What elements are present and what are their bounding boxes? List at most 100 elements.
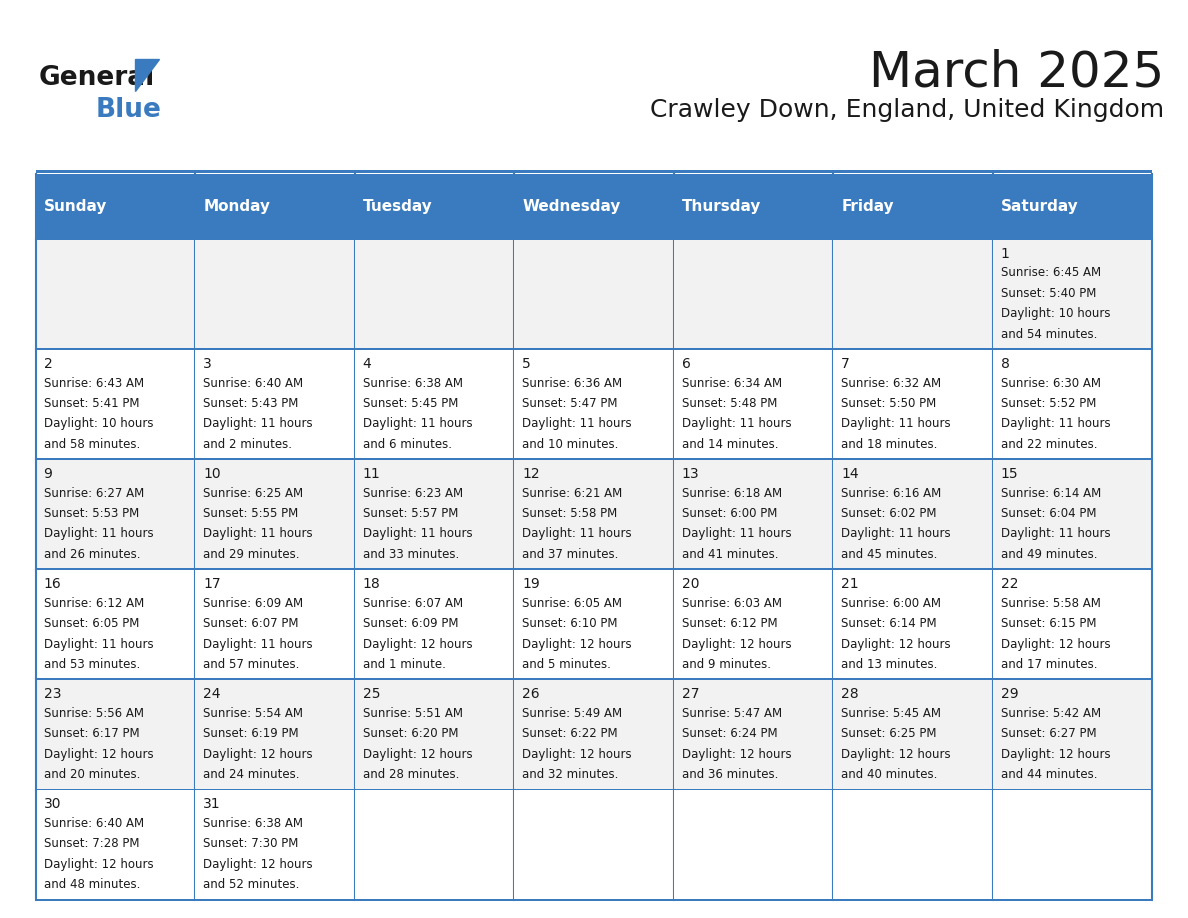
Text: Daylight: 11 hours: Daylight: 11 hours <box>841 418 950 431</box>
Text: Sunrise: 6:00 AM: Sunrise: 6:00 AM <box>841 597 941 610</box>
Text: Sunrise: 6:32 AM: Sunrise: 6:32 AM <box>841 376 941 389</box>
Text: Sunrise: 6:45 AM: Sunrise: 6:45 AM <box>1000 266 1101 279</box>
Text: and 9 minutes.: and 9 minutes. <box>682 658 771 671</box>
Text: 17: 17 <box>203 577 221 591</box>
Text: Thursday: Thursday <box>682 199 762 214</box>
Text: Daylight: 11 hours: Daylight: 11 hours <box>44 638 153 651</box>
Text: 22: 22 <box>1000 577 1018 591</box>
Text: 10: 10 <box>203 467 221 481</box>
Text: Sunset: 6:25 PM: Sunset: 6:25 PM <box>841 727 937 740</box>
Text: and 6 minutes.: and 6 minutes. <box>362 438 451 451</box>
Text: 29: 29 <box>1000 688 1018 701</box>
Text: Daylight: 11 hours: Daylight: 11 hours <box>841 528 950 541</box>
Text: Sunset: 6:22 PM: Sunset: 6:22 PM <box>523 727 618 740</box>
Text: Daylight: 11 hours: Daylight: 11 hours <box>44 528 153 541</box>
Text: 25: 25 <box>362 688 380 701</box>
Text: Sunrise: 6:38 AM: Sunrise: 6:38 AM <box>203 817 303 830</box>
Text: March 2025: March 2025 <box>868 48 1164 96</box>
Text: Sunrise: 6:14 AM: Sunrise: 6:14 AM <box>1000 487 1101 499</box>
Text: 1: 1 <box>1000 247 1010 261</box>
Text: Sunrise: 5:58 AM: Sunrise: 5:58 AM <box>1000 597 1100 610</box>
Text: Sunset: 5:57 PM: Sunset: 5:57 PM <box>362 507 459 521</box>
Text: and 52 minutes.: and 52 minutes. <box>203 879 299 891</box>
Text: Sunrise: 6:25 AM: Sunrise: 6:25 AM <box>203 487 303 499</box>
Text: Sunset: 5:40 PM: Sunset: 5:40 PM <box>1000 286 1097 300</box>
Text: Sunset: 5:45 PM: Sunset: 5:45 PM <box>362 397 459 410</box>
Text: and 48 minutes.: and 48 minutes. <box>44 879 140 891</box>
Text: 21: 21 <box>841 577 859 591</box>
Text: 30: 30 <box>44 797 61 812</box>
Text: and 54 minutes.: and 54 minutes. <box>1000 328 1098 341</box>
Text: Daylight: 10 hours: Daylight: 10 hours <box>1000 308 1111 320</box>
Text: Sunset: 7:30 PM: Sunset: 7:30 PM <box>203 837 298 850</box>
Text: Daylight: 12 hours: Daylight: 12 hours <box>1000 747 1111 761</box>
Text: Daylight: 12 hours: Daylight: 12 hours <box>44 857 153 871</box>
Text: and 18 minutes.: and 18 minutes. <box>841 438 937 451</box>
Text: Sunday: Sunday <box>44 199 107 214</box>
Text: Daylight: 12 hours: Daylight: 12 hours <box>523 638 632 651</box>
Text: and 49 minutes.: and 49 minutes. <box>1000 548 1098 561</box>
Text: Daylight: 12 hours: Daylight: 12 hours <box>523 747 632 761</box>
Text: Daylight: 12 hours: Daylight: 12 hours <box>362 638 473 651</box>
Text: Sunrise: 6:40 AM: Sunrise: 6:40 AM <box>203 376 303 389</box>
Text: Sunrise: 6:27 AM: Sunrise: 6:27 AM <box>44 487 144 499</box>
Text: Sunset: 6:05 PM: Sunset: 6:05 PM <box>44 617 139 630</box>
Text: Sunrise: 6:16 AM: Sunrise: 6:16 AM <box>841 487 942 499</box>
Text: Sunrise: 6:18 AM: Sunrise: 6:18 AM <box>682 487 782 499</box>
Text: and 5 minutes.: and 5 minutes. <box>523 658 611 671</box>
Text: Sunset: 6:20 PM: Sunset: 6:20 PM <box>362 727 459 740</box>
Text: Wednesday: Wednesday <box>523 199 620 214</box>
Text: and 32 minutes.: and 32 minutes. <box>523 768 619 781</box>
Text: Sunset: 6:24 PM: Sunset: 6:24 PM <box>682 727 777 740</box>
Text: Daylight: 11 hours: Daylight: 11 hours <box>203 418 312 431</box>
Text: Sunset: 5:43 PM: Sunset: 5:43 PM <box>203 397 298 410</box>
Text: 23: 23 <box>44 688 61 701</box>
Text: Sunset: 5:47 PM: Sunset: 5:47 PM <box>523 397 618 410</box>
Text: 19: 19 <box>523 577 541 591</box>
Text: 24: 24 <box>203 688 221 701</box>
Text: 26: 26 <box>523 688 539 701</box>
Text: Daylight: 11 hours: Daylight: 11 hours <box>203 528 312 541</box>
Text: Sunrise: 6:30 AM: Sunrise: 6:30 AM <box>1000 376 1101 389</box>
Text: Saturday: Saturday <box>1000 199 1079 214</box>
Text: Daylight: 10 hours: Daylight: 10 hours <box>44 418 153 431</box>
Text: Sunset: 6:00 PM: Sunset: 6:00 PM <box>682 507 777 521</box>
Text: Sunset: 6:17 PM: Sunset: 6:17 PM <box>44 727 139 740</box>
Text: Sunrise: 6:21 AM: Sunrise: 6:21 AM <box>523 487 623 499</box>
Text: Daylight: 12 hours: Daylight: 12 hours <box>203 747 312 761</box>
Text: and 44 minutes.: and 44 minutes. <box>1000 768 1098 781</box>
Text: 13: 13 <box>682 467 700 481</box>
Text: and 2 minutes.: and 2 minutes. <box>203 438 292 451</box>
Text: Sunset: 6:19 PM: Sunset: 6:19 PM <box>203 727 298 740</box>
Text: Daylight: 12 hours: Daylight: 12 hours <box>841 638 950 651</box>
Text: Sunset: 5:48 PM: Sunset: 5:48 PM <box>682 397 777 410</box>
Text: Daylight: 11 hours: Daylight: 11 hours <box>523 528 632 541</box>
Text: 8: 8 <box>1000 357 1010 371</box>
Text: Sunrise: 5:54 AM: Sunrise: 5:54 AM <box>203 707 303 720</box>
Text: and 28 minutes.: and 28 minutes. <box>362 768 459 781</box>
Text: Sunrise: 6:03 AM: Sunrise: 6:03 AM <box>682 597 782 610</box>
Text: Daylight: 11 hours: Daylight: 11 hours <box>362 418 473 431</box>
Text: and 58 minutes.: and 58 minutes. <box>44 438 140 451</box>
Text: Friday: Friday <box>841 199 893 214</box>
Text: Sunrise: 6:34 AM: Sunrise: 6:34 AM <box>682 376 782 389</box>
Text: Blue: Blue <box>96 96 162 123</box>
Text: Sunset: 6:12 PM: Sunset: 6:12 PM <box>682 617 777 630</box>
Text: and 33 minutes.: and 33 minutes. <box>362 548 459 561</box>
Text: General: General <box>39 64 156 91</box>
Text: and 13 minutes.: and 13 minutes. <box>841 658 937 671</box>
Text: Monday: Monday <box>203 199 270 214</box>
Text: Sunrise: 5:49 AM: Sunrise: 5:49 AM <box>523 707 623 720</box>
Text: and 40 minutes.: and 40 minutes. <box>841 768 937 781</box>
Text: Sunset: 7:28 PM: Sunset: 7:28 PM <box>44 837 139 850</box>
Text: Daylight: 11 hours: Daylight: 11 hours <box>203 638 312 651</box>
Text: Sunrise: 5:56 AM: Sunrise: 5:56 AM <box>44 707 144 720</box>
Text: Sunset: 5:50 PM: Sunset: 5:50 PM <box>841 397 936 410</box>
Text: 11: 11 <box>362 467 380 481</box>
Text: Sunrise: 6:43 AM: Sunrise: 6:43 AM <box>44 376 144 389</box>
Text: Sunset: 6:27 PM: Sunset: 6:27 PM <box>1000 727 1097 740</box>
Text: Daylight: 12 hours: Daylight: 12 hours <box>44 747 153 761</box>
Text: Sunset: 5:55 PM: Sunset: 5:55 PM <box>203 507 298 521</box>
Text: 7: 7 <box>841 357 851 371</box>
Text: and 45 minutes.: and 45 minutes. <box>841 548 937 561</box>
